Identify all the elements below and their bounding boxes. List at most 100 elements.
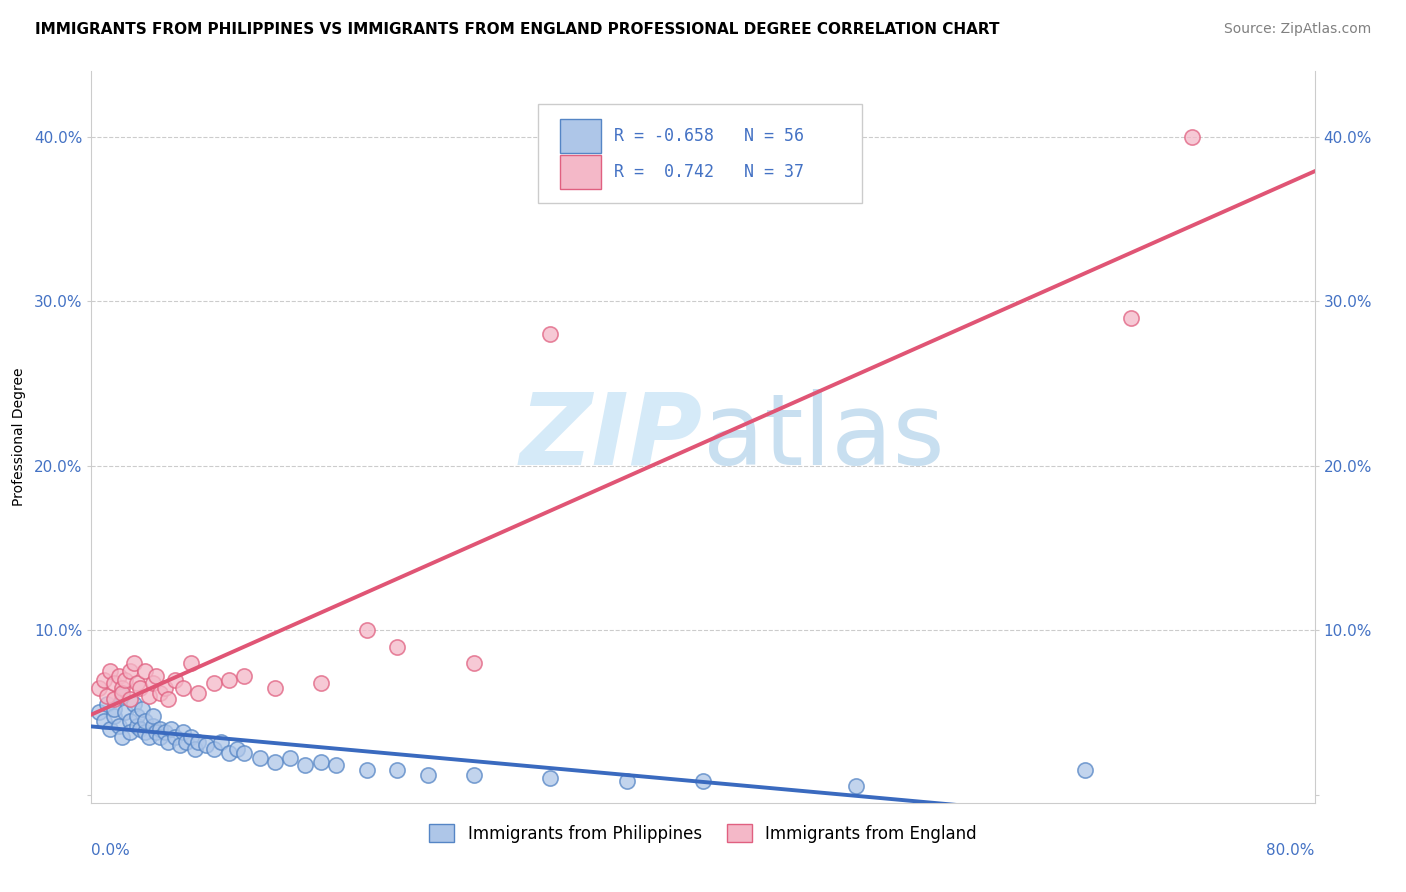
Point — [174, 735, 197, 749]
Point — [93, 714, 115, 728]
Point — [138, 689, 160, 703]
Point — [108, 669, 131, 683]
Point — [249, 751, 271, 765]
Point — [127, 718, 149, 732]
Point — [309, 755, 332, 769]
Point — [96, 697, 118, 711]
Point — [118, 692, 141, 706]
Point — [108, 718, 131, 732]
Point — [111, 681, 134, 695]
Point — [309, 675, 332, 690]
Point — [616, 774, 638, 789]
Point — [134, 725, 156, 739]
Point — [122, 656, 145, 670]
Point — [225, 741, 247, 756]
Point — [103, 708, 125, 723]
Point — [129, 681, 152, 695]
Text: 0.0%: 0.0% — [91, 843, 131, 858]
Point — [165, 673, 187, 687]
Text: IMMIGRANTS FROM PHILIPPINES VS IMMIGRANTS FROM ENGLAND PROFESSIONAL DEGREE CORRE: IMMIGRANTS FROM PHILIPPINES VS IMMIGRANT… — [35, 22, 1000, 37]
Point — [692, 774, 714, 789]
Point — [127, 675, 149, 690]
Point — [111, 730, 134, 744]
Point — [1121, 310, 1143, 325]
Point — [87, 681, 110, 695]
Y-axis label: Professional Degree: Professional Degree — [11, 368, 25, 507]
Point — [114, 673, 136, 687]
Point — [87, 706, 110, 720]
FancyBboxPatch shape — [560, 155, 602, 189]
Point — [278, 751, 301, 765]
Point — [1181, 130, 1204, 145]
Point — [129, 722, 152, 736]
Point — [93, 673, 115, 687]
Text: atlas: atlas — [703, 389, 945, 485]
Point — [165, 730, 187, 744]
Text: Source: ZipAtlas.com: Source: ZipAtlas.com — [1223, 22, 1371, 37]
Point — [122, 697, 145, 711]
Point — [153, 681, 176, 695]
Point — [98, 722, 121, 736]
Point — [218, 673, 240, 687]
Point — [96, 689, 118, 703]
Point — [111, 689, 134, 703]
Point — [356, 763, 378, 777]
Point — [149, 722, 172, 736]
Point — [138, 730, 160, 744]
Point — [184, 741, 207, 756]
Point — [169, 739, 191, 753]
Point — [416, 768, 439, 782]
Point — [356, 624, 378, 638]
Point — [233, 747, 256, 761]
Point — [264, 755, 287, 769]
Point — [103, 675, 125, 690]
Point — [202, 741, 225, 756]
Point — [141, 675, 163, 690]
Point — [149, 686, 172, 700]
Point — [156, 735, 179, 749]
Text: R =  0.742   N = 37: R = 0.742 N = 37 — [613, 163, 804, 181]
Point — [187, 686, 209, 700]
Point — [180, 730, 202, 744]
Point — [209, 735, 232, 749]
Point — [118, 665, 141, 679]
Point — [202, 675, 225, 690]
Text: ZIP: ZIP — [520, 389, 703, 485]
Point — [98, 665, 121, 679]
Point — [103, 692, 125, 706]
Point — [145, 725, 167, 739]
Point — [538, 327, 561, 342]
Point — [385, 640, 409, 654]
Point — [325, 758, 347, 772]
Point — [463, 656, 485, 670]
Text: R = -0.658   N = 56: R = -0.658 N = 56 — [613, 127, 804, 145]
Point — [160, 722, 183, 736]
Point — [131, 702, 153, 716]
Point — [145, 669, 167, 683]
Point — [118, 725, 141, 739]
Point — [149, 730, 172, 744]
Point — [141, 718, 163, 732]
Point — [172, 725, 194, 739]
Point — [463, 768, 485, 782]
Point — [538, 771, 561, 785]
Point — [103, 702, 125, 716]
Point — [180, 656, 202, 670]
Point — [1074, 763, 1097, 777]
Point — [127, 708, 149, 723]
Point — [111, 686, 134, 700]
Point — [294, 758, 316, 772]
Point — [233, 669, 256, 683]
Point — [385, 763, 409, 777]
Point — [172, 681, 194, 695]
Point — [134, 665, 156, 679]
Point — [195, 739, 218, 753]
FancyBboxPatch shape — [560, 119, 602, 153]
Legend: Immigrants from Philippines, Immigrants from England: Immigrants from Philippines, Immigrants … — [423, 818, 983, 849]
Point — [845, 780, 868, 794]
Point — [141, 708, 163, 723]
Point — [134, 714, 156, 728]
Point — [218, 747, 240, 761]
Point — [118, 714, 141, 728]
Point — [264, 681, 287, 695]
